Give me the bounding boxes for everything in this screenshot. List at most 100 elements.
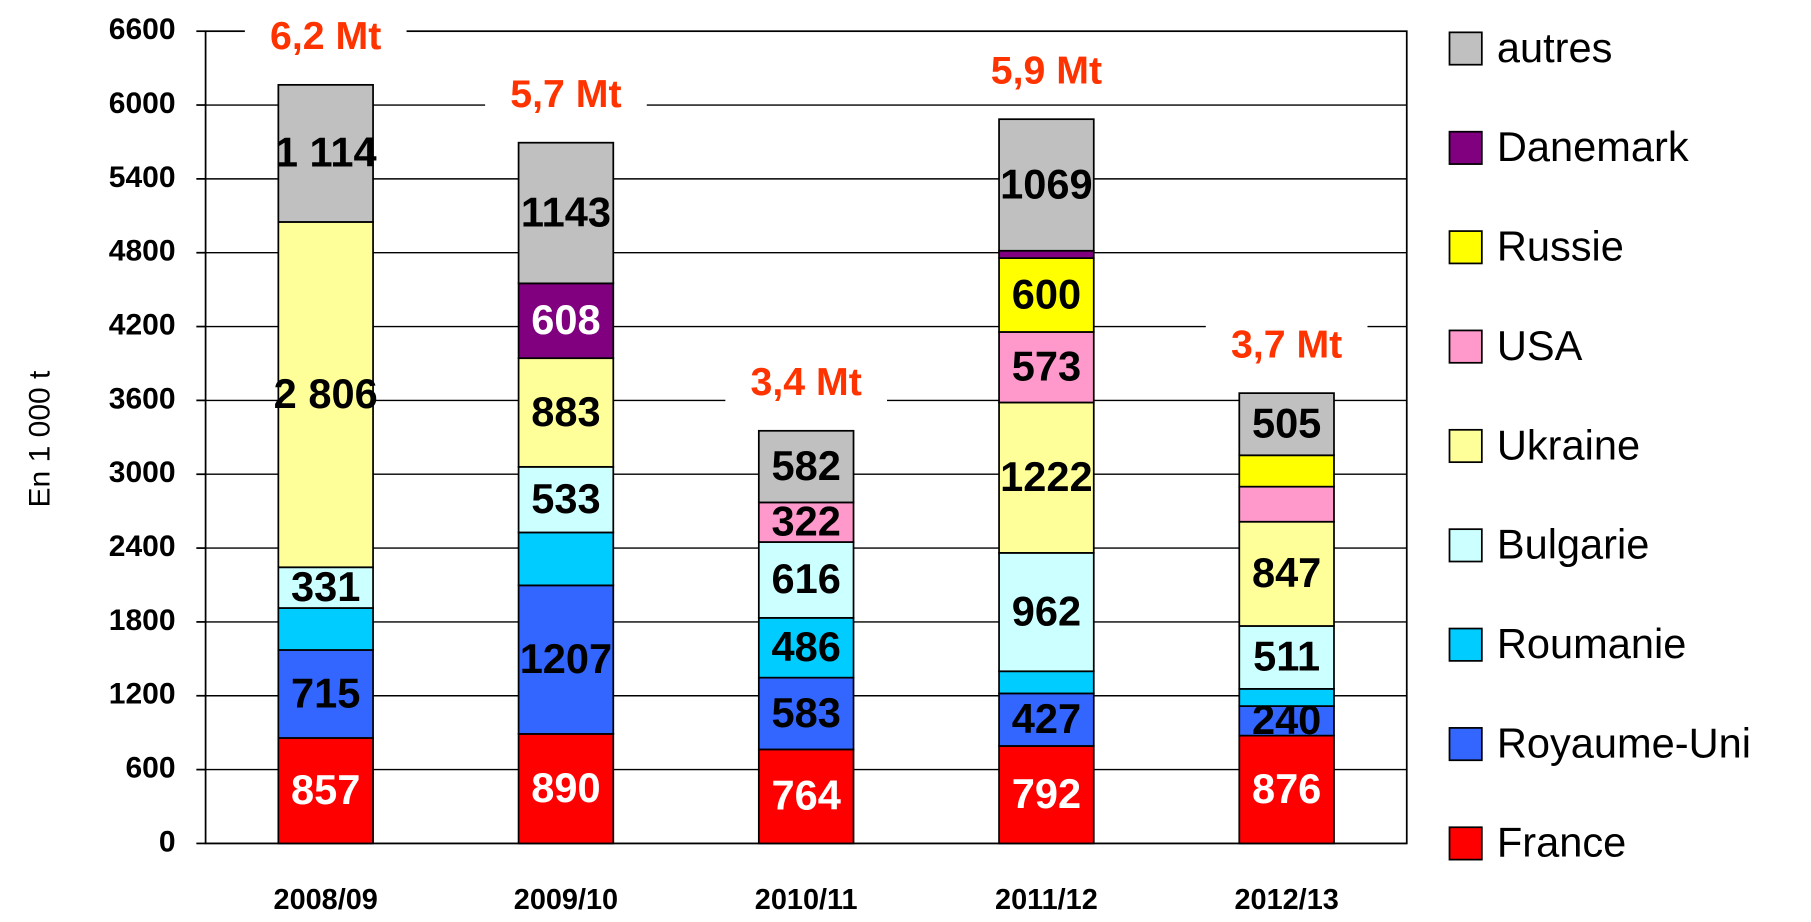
bar-segment: [757, 429, 855, 504]
y-tick-label: 3600: [109, 382, 176, 415]
bar-segment: [757, 748, 855, 845]
data-label: 890: [531, 764, 600, 811]
x-tick-label: 2012/13: [1234, 884, 1338, 916]
data-label: 505: [1252, 399, 1321, 446]
bar-segment: [1238, 625, 1335, 690]
data-label: 616: [771, 555, 840, 602]
bar-segment: [998, 249, 1095, 259]
legend-label: Ukraine: [1497, 421, 1640, 468]
y-tick-label: 2400: [109, 530, 176, 563]
data-label: 322: [771, 498, 840, 545]
legend-label: France: [1497, 819, 1626, 866]
bar-segment: [998, 257, 1095, 333]
bar-segment: [998, 118, 1095, 252]
legend-label: USA: [1497, 322, 1583, 369]
data-label: 583: [771, 689, 840, 736]
data-label: 1207: [520, 635, 612, 682]
data-label: 1 114: [275, 129, 377, 176]
y-tick-label: 6000: [109, 87, 176, 120]
total-label: 5,9 Mt: [991, 48, 1102, 92]
total-label-bg: [725, 359, 888, 410]
y-axis-label: En 1 000 t: [24, 370, 57, 508]
bar-segment: [998, 745, 1095, 845]
bar-segment: [517, 465, 615, 534]
total-label: 3,7 Mt: [1231, 322, 1342, 366]
bar-segment: [757, 541, 855, 619]
legend-swatch: [1448, 428, 1483, 464]
data-label: 1222: [1000, 453, 1092, 500]
x-tick-label: 2011/12: [995, 884, 1098, 916]
bar-segment: [517, 357, 615, 468]
data-label: 857: [291, 766, 360, 813]
data-label: 511: [1253, 633, 1320, 680]
x-tick-label: 2009/10: [514, 884, 618, 916]
bar-segment: [277, 737, 374, 845]
total-label-bg: [244, 13, 407, 65]
legend-swatch: [1448, 528, 1483, 563]
data-label: 1143: [521, 188, 611, 235]
data-label: 715: [291, 669, 360, 716]
data-label: 533: [531, 475, 600, 522]
bar-segment: [517, 141, 615, 285]
y-tick-label: 4200: [109, 308, 176, 341]
bar-segment: [1238, 485, 1335, 523]
bar-segment: [998, 552, 1095, 673]
data-label: 764: [771, 772, 840, 819]
bar-segment: [277, 83, 374, 223]
data-label: 2 806: [274, 370, 378, 417]
y-tick-label: 4800: [109, 235, 176, 268]
data-label: 427: [1012, 695, 1081, 742]
bar-segment: [998, 401, 1095, 554]
bar-segment: [757, 616, 855, 679]
data-label: 331: [291, 563, 360, 610]
total-label: 3,4 Mt: [751, 360, 862, 404]
total-label: 5,7 Mt: [510, 72, 621, 116]
bar-segment: [998, 670, 1095, 695]
data-label: 847: [1252, 549, 1321, 596]
data-label: 573: [1012, 343, 1081, 390]
bar-segment: [1238, 520, 1335, 627]
legend-label: Danemark: [1497, 123, 1689, 170]
bar-segment: [1238, 687, 1335, 707]
data-label: 883: [531, 388, 600, 435]
x-tick-label: 2008/09: [274, 884, 378, 916]
legend-swatch: [1448, 130, 1483, 165]
data-label: 792: [1012, 770, 1081, 817]
bar-segment: [517, 531, 615, 587]
y-tick-label: 5400: [109, 161, 176, 194]
legend-label: Russie: [1497, 223, 1624, 270]
legend-swatch: [1448, 31, 1483, 66]
data-label: 1069: [1000, 160, 1092, 207]
y-tick-label: 1800: [109, 604, 176, 637]
data-label: 962: [1012, 587, 1081, 634]
bar-segment: [1238, 454, 1335, 488]
y-tick-label: 0: [159, 825, 176, 858]
legend-swatch: [1448, 826, 1483, 861]
bar-segment: [517, 584, 615, 735]
bar-segment: [757, 501, 855, 543]
total-label-bg: [485, 71, 647, 122]
bar-segment: [1238, 392, 1335, 457]
y-tick-label: 600: [125, 752, 175, 785]
bar-segment: [277, 607, 374, 651]
data-label: 582: [771, 442, 840, 489]
total-label: 6,2 Mt: [270, 14, 381, 58]
legend-label: Bulgarie: [1497, 521, 1650, 568]
bar-segment: [998, 692, 1095, 747]
bar-segment: [757, 676, 855, 751]
x-tick-label: 2010/11: [755, 884, 858, 916]
y-tick-label: 3000: [109, 456, 176, 489]
total-label-bg: [1205, 321, 1368, 373]
legend-label: Royaume-Uni: [1497, 719, 1751, 766]
legend-swatch: [1448, 230, 1483, 265]
y-tick-label: 6600: [109, 13, 176, 46]
bar-segment: [517, 733, 615, 845]
legend-label: Roumanie: [1497, 620, 1686, 667]
legend-swatch: [1448, 627, 1483, 662]
data-label: 486: [771, 623, 840, 670]
legend-label: autres: [1497, 24, 1613, 71]
data-label: 876: [1252, 765, 1321, 812]
bar-segment: [277, 221, 374, 569]
data-label: 608: [531, 296, 600, 343]
